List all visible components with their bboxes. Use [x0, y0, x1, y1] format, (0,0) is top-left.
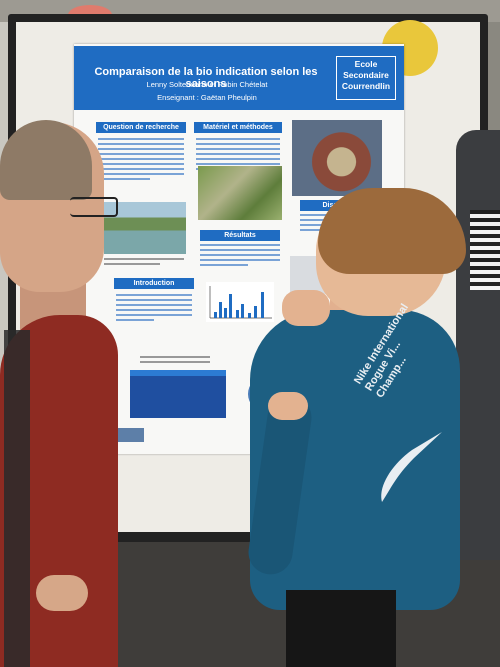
section-results-text — [200, 244, 280, 269]
section-question-heading: Question de recherche — [96, 122, 186, 133]
section-results-heading: Résultats — [200, 230, 280, 241]
section-intro-heading: Introduction — [114, 278, 194, 289]
section-intro-text — [116, 294, 192, 324]
glasses-icon — [70, 197, 118, 217]
aerial-map-photo — [198, 166, 282, 220]
insect-larva-photo — [292, 120, 382, 196]
table-caption — [140, 356, 210, 366]
poster-banner: Comparaison de la bio indication selon l… — [74, 46, 404, 110]
boy-hair — [318, 188, 466, 274]
school-line-1: Ecole — [354, 59, 378, 69]
poster-teacher: Enseignant : Gaëtan Pheulpin — [157, 93, 257, 102]
man-hair — [0, 120, 92, 200]
poster-title: Comparaison de la bio indication selon l… — [94, 66, 318, 90]
school-line-2: Secondaire — [343, 70, 389, 80]
man-hand — [36, 575, 88, 611]
boy-shorts — [286, 590, 396, 667]
boy-hand-pointing — [268, 392, 308, 420]
results-table — [130, 370, 226, 418]
person-right-edge — [456, 130, 500, 560]
school-name-box: Ecole Secondaire Courrendlin — [336, 56, 396, 100]
striped-clothing — [470, 210, 500, 290]
results-bar-chart — [206, 282, 274, 322]
poster-authors: Lenny Soltermann et Robin Chételat — [146, 80, 268, 89]
boy-hand-chin — [282, 290, 330, 326]
section-question-text — [98, 138, 184, 183]
swoosh-logo-icon — [381, 432, 442, 502]
backpack-strap — [4, 330, 30, 667]
section-methods-heading: Matériel et méthodes — [194, 122, 282, 133]
school-line-3: Courrendlin — [341, 81, 391, 91]
footer-logo — [114, 428, 144, 442]
river-photo-caption — [104, 258, 184, 268]
